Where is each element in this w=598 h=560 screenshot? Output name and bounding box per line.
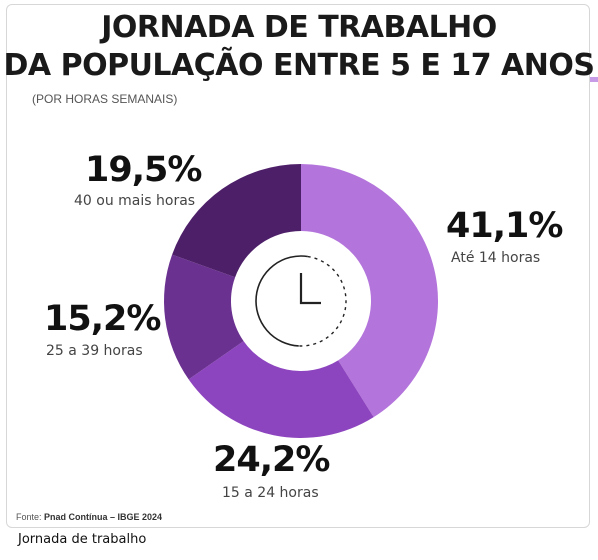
source-prefix: Fonte: [16, 512, 42, 522]
infographic-card [6, 4, 590, 528]
slice-value-label-1: 24,2% [213, 440, 330, 480]
chart-title-line-1: JORNADA DE TRABALHO [101, 10, 497, 45]
chart-subtitle: (POR HORAS SEMANAIS) [32, 92, 178, 106]
donut-slice-3 [172, 164, 301, 278]
clock-icon [255, 255, 347, 347]
slice-value-label-3: 19,5% [85, 150, 202, 190]
source-note: Fonte: Pnad Contínua – IBGE 2024 [16, 512, 162, 522]
clock-face [255, 255, 308, 347]
chart-title-line-2: DA POPULAÇÃO ENTRE 5 E 17 ANOS [0, 48, 598, 83]
slice-value-label-2: 15,2% [44, 299, 161, 339]
slice-category-label-0: Até 14 horas [451, 250, 541, 266]
slice-category-label-3: 40 ou mais horas [74, 193, 196, 209]
chart-title-highlight: 5 E 17 ANOS [388, 48, 598, 83]
donut-slice-1 [188, 341, 374, 438]
donut-slice-2 [163, 254, 244, 380]
image-caption: Jornada de trabalho [18, 532, 147, 547]
donut-slice-0 [301, 164, 438, 418]
source-text: Pnad Contínua – IBGE 2024 [44, 512, 163, 522]
slice-category-label-1: 15 a 24 horas [222, 485, 319, 501]
slice-category-label-2: 25 a 39 horas [46, 343, 143, 359]
chart-title-prefix: DA POPULAÇÃO ENTRE [3, 48, 381, 83]
clock-hands [299, 273, 321, 305]
clock-dashed-arc [298, 255, 347, 347]
slice-value-label-0: 41,1% [446, 206, 563, 246]
